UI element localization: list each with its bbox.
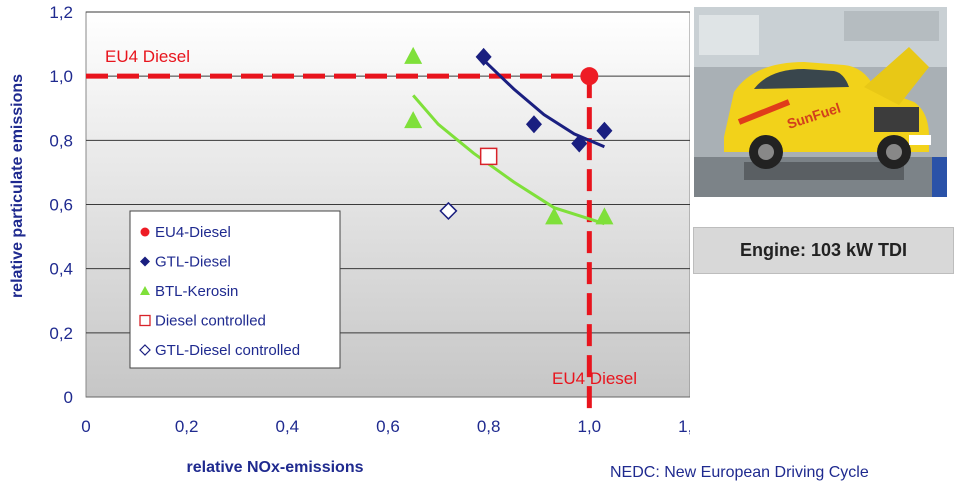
engine-label-box: Engine: 103 kW TDI [693,227,954,274]
trendlines [412,59,605,226]
data-point [475,47,492,66]
y-tick-label: 0 [64,388,73,407]
legend-marker [140,286,150,295]
legend-label: Diesel controlled [155,313,266,330]
data-point [580,67,599,86]
data-point [525,115,542,134]
x-tick-label: 1,0 [578,417,602,436]
x-tick-label: 0,4 [276,417,300,436]
data-points [404,46,614,225]
legend-marker [140,256,150,267]
legend-label: GTL-Diesel controlled [155,342,300,359]
data-point [404,46,423,64]
legend-marker [140,227,150,237]
reference-label-horizontal: EU4 Diesel [105,47,190,66]
trendline [412,94,605,226]
x-tick-label: 0,6 [376,417,400,436]
data-point [404,111,423,129]
nedc-footnote: NEDC: New European Driving Cycle [610,464,869,481]
x-tick-label: 0,2 [175,417,199,436]
x-tick-label: 0,8 [477,417,501,436]
tick-labels: 0 0,2 0,4 0,6 0,8 1,0 1,2 0 0,2 0,4 0,6 0,8 1,0 1,2 [49,3,690,436]
legend-label: BTL-Kerosin [155,283,238,300]
y-tick-label: 0,6 [49,196,73,215]
emissions-chart: 0 0,2 0,4 0,6 0,8 1,0 1,2 0 0,2 0,4 0,6 0,8 1,0 1,2 r… [9,3,690,476]
legend-box [129,210,341,369]
legend-label: GTL-Diesel [155,254,231,271]
legend-label: EU4-Diesel [155,224,231,241]
legend: EU4-Diesel GTL-Diesel BTL-Kerosin Diesel co… [129,210,341,369]
data-point [439,201,458,220]
data-point [595,207,614,225]
trendline [482,59,605,149]
legend-marker [139,344,151,356]
x-tick-label: 0 [81,417,90,436]
data-point [571,134,588,153]
reference-label-vertical: EU4 Diesel [552,369,637,388]
x-axis-title: relative NOx-emissions [187,459,364,476]
y-tick-label: 0,4 [49,260,73,279]
legend-marker [139,314,151,327]
reference-lines: EU4 Diesel EU4 Diesel [86,47,637,409]
engine-label: Engine: 103 kW TDI [739,240,908,260]
y-tick-label: 1,2 [49,3,73,22]
car-on-dynamometer-photo: SunFuel [694,7,947,197]
data-point [596,121,613,140]
y-tick-label: 0,8 [49,131,73,150]
y-tick-label: 0,2 [49,324,73,343]
x-tick-label: 1,2 [678,417,690,436]
y-axis-title: relative particulate emissions [9,74,26,298]
data-point [479,147,498,166]
y-tick-label: 1,0 [49,67,73,86]
data-point [545,207,564,225]
